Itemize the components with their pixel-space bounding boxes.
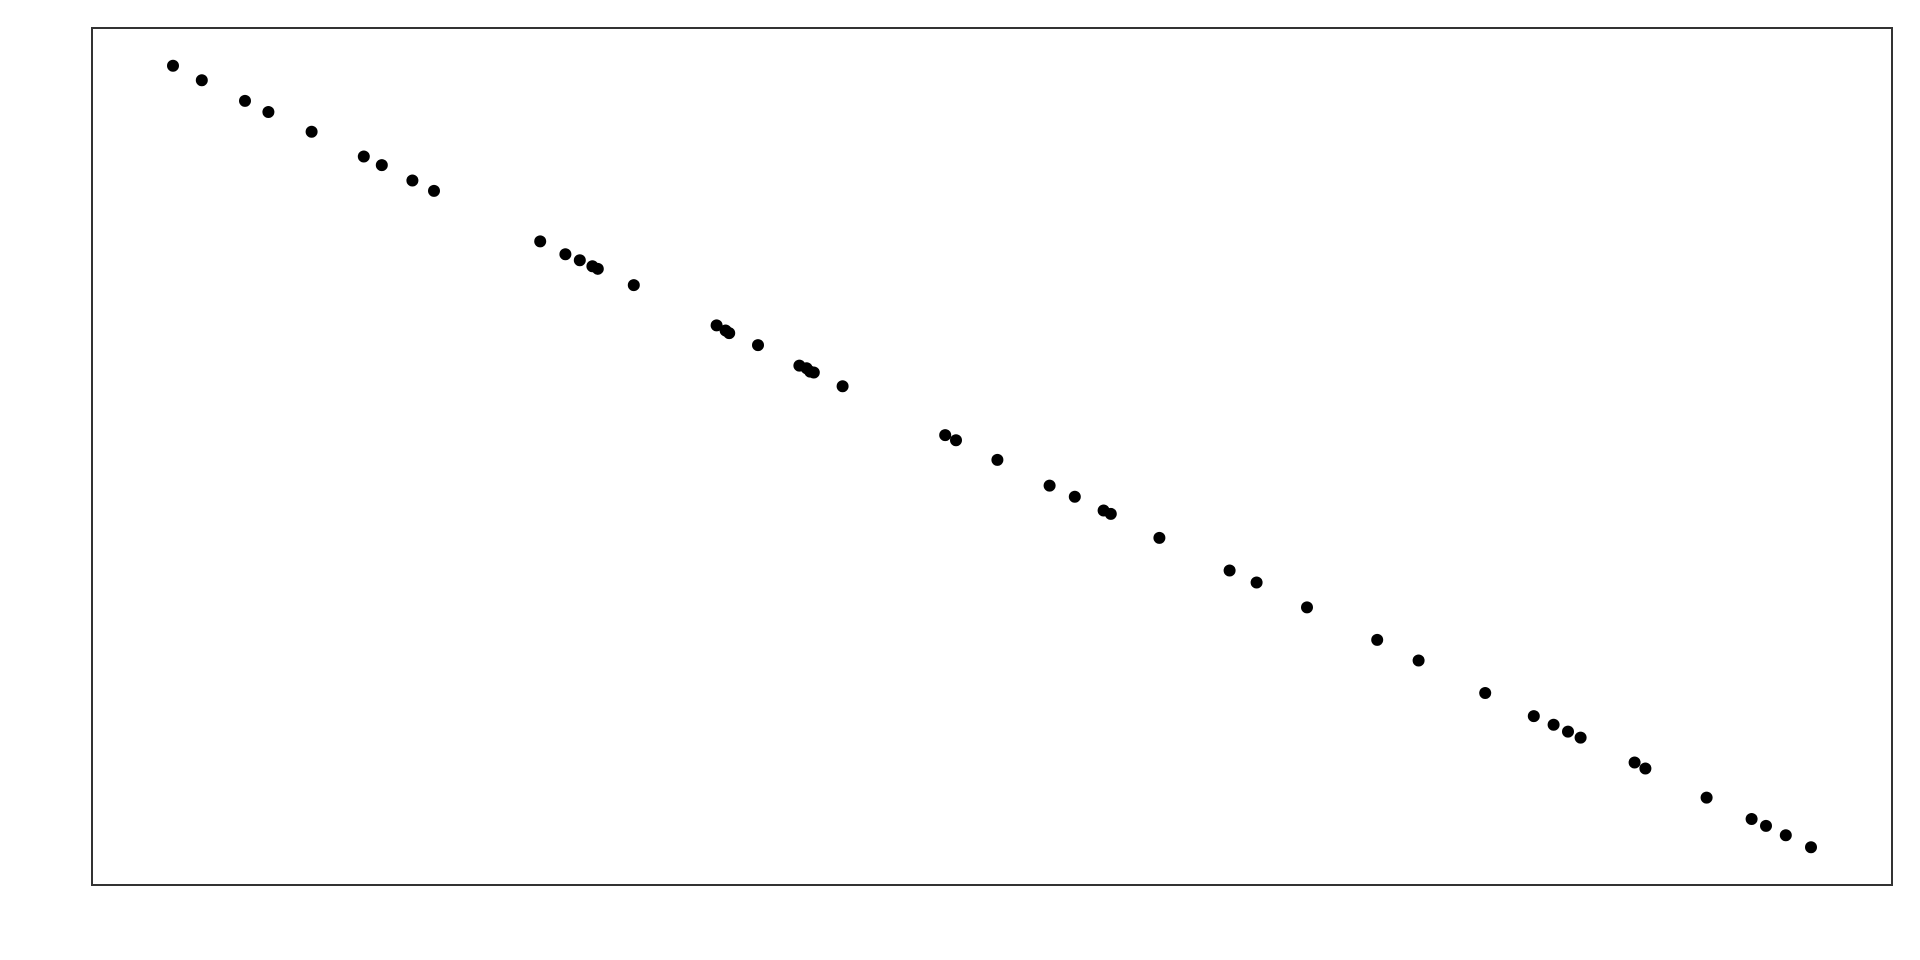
scatter-point bbox=[950, 434, 962, 447]
scatter-point bbox=[195, 74, 208, 87]
scatter-point bbox=[1068, 490, 1081, 503]
scatter-point bbox=[375, 159, 388, 172]
scatter-point bbox=[1043, 479, 1056, 492]
scatter-point bbox=[406, 174, 419, 187]
scatter-point bbox=[1760, 819, 1772, 832]
scatter-point bbox=[559, 248, 572, 261]
scatter-point bbox=[1371, 633, 1384, 646]
scatter-point bbox=[534, 235, 547, 248]
scatter-point bbox=[1104, 507, 1117, 520]
scatter-point bbox=[1745, 813, 1758, 826]
scatter-point bbox=[627, 279, 640, 292]
scatter-point bbox=[239, 94, 251, 107]
scatter-point bbox=[357, 150, 370, 163]
scatter-point bbox=[807, 366, 820, 379]
scatter-point bbox=[305, 125, 318, 138]
scatter-point bbox=[939, 429, 952, 442]
scatter-point bbox=[1547, 718, 1560, 731]
scatter-point bbox=[167, 59, 179, 72]
scatter-point bbox=[836, 380, 849, 393]
scatter-point bbox=[723, 327, 736, 340]
scatter-point bbox=[1805, 841, 1817, 854]
scatter-point bbox=[573, 254, 586, 267]
scatter-point bbox=[1153, 531, 1166, 544]
scatter-point bbox=[1628, 756, 1641, 769]
scatter-point bbox=[1479, 687, 1492, 700]
scatter-point bbox=[991, 453, 1004, 466]
scatter-point bbox=[1250, 576, 1263, 589]
scatter-point bbox=[752, 339, 764, 352]
scatter-point bbox=[428, 184, 440, 197]
plot-frame bbox=[91, 27, 1893, 886]
scatter-point bbox=[1574, 731, 1587, 744]
scatter-point bbox=[710, 319, 723, 332]
scatter-point bbox=[591, 262, 604, 275]
scatter-point bbox=[1779, 829, 1792, 842]
scatter-point bbox=[1301, 601, 1313, 614]
scatter-point bbox=[1527, 710, 1540, 723]
scatter-point bbox=[1412, 654, 1425, 667]
scatter-point bbox=[1562, 725, 1574, 738]
scatter-point bbox=[1639, 762, 1652, 775]
scatter-point bbox=[262, 105, 275, 118]
scatter-point bbox=[1700, 791, 1713, 804]
scatter-point bbox=[1223, 564, 1236, 577]
